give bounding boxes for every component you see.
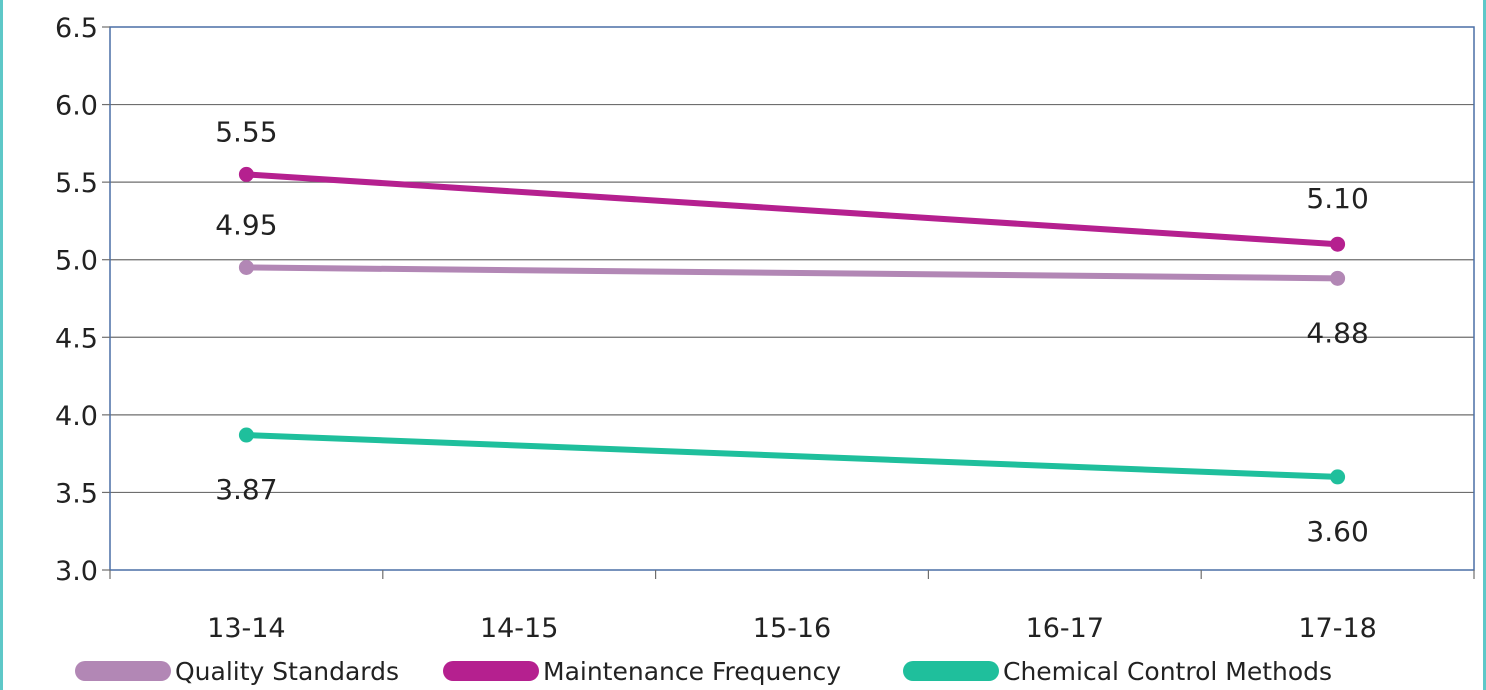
y-tick-label: 6.0 [55, 91, 98, 122]
y-tick-label: 4.0 [55, 401, 98, 432]
data-point [1330, 236, 1346, 252]
y-tick-label: 4.5 [55, 323, 98, 354]
x-tick-label: 15-16 [753, 613, 831, 644]
y-tick-label: 3.5 [55, 478, 98, 509]
line-chart: 3.0 3.5 4.0 4.5 5.0 5.5 6.0 6.5 13-14 14-15 15-16… [55, 13, 1475, 686]
gridlines [110, 103, 1474, 494]
x-tick-label: 17-18 [1298, 613, 1376, 644]
y-tick-label: 6.5 [55, 13, 98, 44]
plot-area-border [109, 26, 1475, 571]
series-group [238, 166, 1346, 485]
data-label: 5.10 [1306, 182, 1368, 215]
data-point [238, 166, 254, 182]
x-tick-label: 16-17 [1026, 613, 1104, 644]
y-tick-label: 5.0 [55, 246, 98, 277]
legend-label: Quality Standards [175, 657, 399, 686]
data-label: 4.95 [215, 208, 277, 241]
series-line [243, 432, 1341, 480]
series-line [243, 264, 1341, 282]
data-label: 4.88 [1306, 316, 1368, 349]
y-tick-label: 5.5 [55, 168, 98, 199]
data-label: 3.60 [1306, 515, 1368, 548]
legend: Quality Standards Maintenance Frequency Ch… [75, 657, 1332, 686]
data-label: 5.55 [215, 115, 277, 148]
legend-label: Maintenance Frequency [543, 657, 841, 686]
data-point [1330, 270, 1346, 286]
data-point [238, 259, 254, 275]
data-label: 3.87 [215, 473, 277, 506]
x-tick-label: 13-14 [207, 613, 285, 644]
legend-label: Chemical Control Methods [1003, 657, 1332, 686]
series-line [243, 171, 1341, 248]
x-axis: 13-14 14-15 15-16 16-17 17-18 [109, 570, 1475, 644]
data-labels: 4.95 4.88 5.55 5.10 3.87 3.60 [215, 115, 1369, 548]
y-axis: 3.0 3.5 4.0 4.5 5.0 5.5 6.0 6.5 [55, 13, 110, 587]
x-tick-label: 14-15 [480, 613, 558, 644]
data-point [238, 427, 254, 443]
data-point [1330, 469, 1346, 485]
y-tick-label: 3.0 [55, 556, 98, 587]
